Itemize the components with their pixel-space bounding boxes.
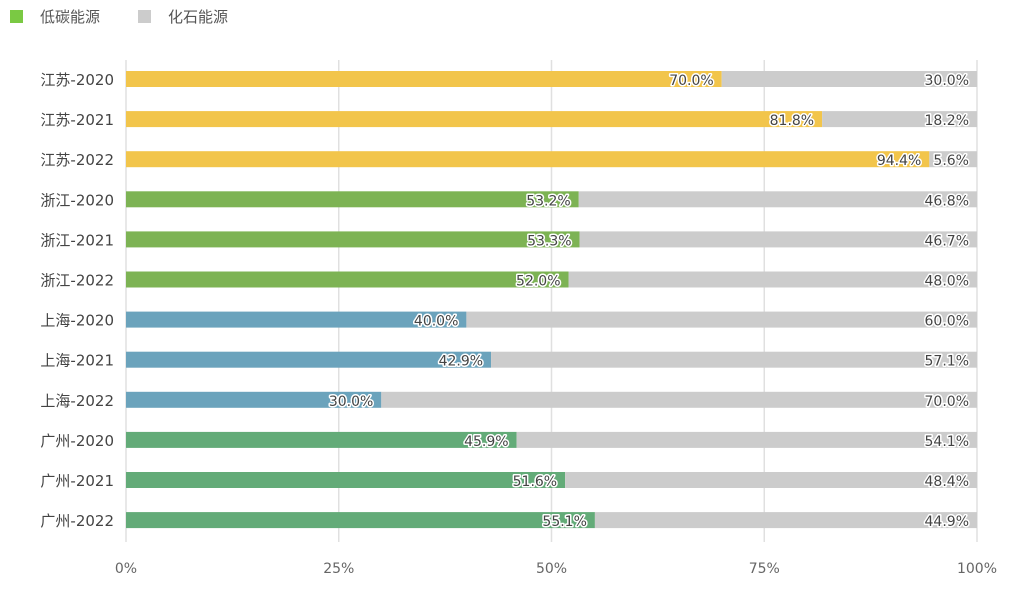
category-label: 江苏-2022 xyxy=(40,151,114,169)
category-label: 江苏-2020 xyxy=(40,71,114,89)
data-label: 70.0% xyxy=(925,394,969,410)
data-label: 48.0% xyxy=(925,274,969,290)
legend-label[interactable]: 化石能源 xyxy=(168,8,228,26)
category-label: 浙江-2022 xyxy=(40,272,114,290)
data-label: 53.2% xyxy=(526,193,570,209)
bar-low-carbon[interactable] xyxy=(126,271,569,288)
bar-fossil[interactable] xyxy=(491,351,977,368)
category-label: 上海-2020 xyxy=(40,312,114,330)
category-label: 浙江-2021 xyxy=(40,231,114,249)
bars xyxy=(126,71,977,529)
data-label: 60.0% xyxy=(925,314,969,330)
bar-fossil[interactable] xyxy=(381,391,977,408)
bar-fossil[interactable] xyxy=(594,512,977,529)
x-axis-ticks: 0% 25% 50% 75% 100% xyxy=(115,561,997,577)
bar-fossil[interactable] xyxy=(568,271,977,288)
data-label: 46.8% xyxy=(925,193,969,209)
data-label: 94.4% xyxy=(877,153,921,169)
category-label: 上海-2021 xyxy=(40,352,114,370)
x-tick-label: 75% xyxy=(749,561,780,577)
bar-fossil[interactable] xyxy=(929,151,977,168)
bar-low-carbon[interactable] xyxy=(126,431,517,448)
data-label: 55.1% xyxy=(542,514,586,530)
data-label: 44.9% xyxy=(925,514,969,530)
legend-swatch xyxy=(10,10,23,23)
category-label: 广州-2021 xyxy=(40,472,114,490)
bar-low-carbon[interactable] xyxy=(126,71,722,87)
bar-low-carbon[interactable] xyxy=(126,512,595,529)
category-label: 广州-2020 xyxy=(40,432,114,450)
data-label: 70.0% xyxy=(669,73,713,89)
data-label: 51.6% xyxy=(513,474,557,490)
bar-fossil[interactable] xyxy=(565,472,977,488)
legend: 低碳能源 化石能源 xyxy=(10,8,228,26)
bar-fossil[interactable] xyxy=(578,191,977,208)
data-label: 57.1% xyxy=(925,354,969,370)
data-label: 53.3% xyxy=(527,233,571,249)
bar-fossil[interactable] xyxy=(579,231,977,248)
bar-low-carbon[interactable] xyxy=(126,151,930,168)
data-labels: 70.0% 30.0% 81.8% 18.2% 94.4% 5.6% 53.2% 46.8% 5… xyxy=(327,72,970,532)
bar-low-carbon[interactable] xyxy=(126,311,467,328)
data-label: 30.0% xyxy=(329,394,373,410)
x-tick-label: 0% xyxy=(115,561,137,577)
bar-fossil[interactable] xyxy=(516,431,977,448)
data-label: 52.0% xyxy=(516,274,560,290)
data-label: 18.2% xyxy=(925,113,969,129)
data-label: 30.0% xyxy=(925,73,969,89)
data-label: 81.8% xyxy=(770,113,814,129)
data-label: 42.9% xyxy=(439,354,483,370)
bar-low-carbon[interactable] xyxy=(126,351,492,368)
data-label: 5.6% xyxy=(933,153,969,169)
data-label: 48.4% xyxy=(925,474,969,490)
bar-low-carbon[interactable] xyxy=(126,391,382,408)
bar-fossil[interactable] xyxy=(822,111,977,128)
data-label: 54.1% xyxy=(925,434,969,450)
category-label: 上海-2022 xyxy=(40,392,114,410)
data-label: 40.0% xyxy=(414,314,458,330)
legend-swatch xyxy=(138,10,151,23)
category-labels: 江苏-2020 江苏-2021 江苏-2022 浙江-2020 浙江-2021 浙江-20… xyxy=(40,71,114,530)
category-label: 广州-2022 xyxy=(40,512,114,530)
legend-label[interactable]: 低碳能源 xyxy=(40,8,100,26)
bar-low-carbon[interactable] xyxy=(126,231,580,248)
bar-fossil[interactable] xyxy=(721,71,977,87)
data-label: 45.9% xyxy=(464,434,508,450)
gridlines xyxy=(125,60,978,542)
data-label: 46.7% xyxy=(925,233,969,249)
bar-low-carbon[interactable] xyxy=(126,472,566,488)
x-tick-label: 100% xyxy=(957,561,997,577)
x-tick-label: 50% xyxy=(536,561,567,577)
category-label: 浙江-2020 xyxy=(40,191,114,209)
bar-low-carbon[interactable] xyxy=(126,111,823,128)
category-label: 江苏-2021 xyxy=(40,111,114,129)
bar-fossil[interactable] xyxy=(466,311,977,328)
x-tick-label: 25% xyxy=(323,561,354,577)
bar-low-carbon[interactable] xyxy=(126,191,579,208)
